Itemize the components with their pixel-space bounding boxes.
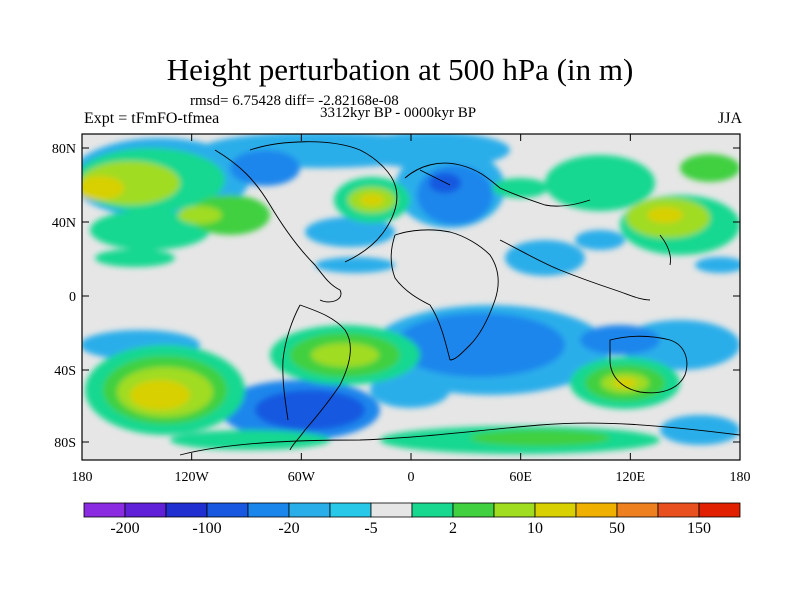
positive-anomaly-antarctic — [170, 426, 660, 454]
colorbar-swatch — [616, 502, 659, 518]
colorbar-label: 50 — [609, 520, 625, 537]
colorbar-swatch — [370, 502, 413, 518]
positive-anomaly-northwest-pacific — [82, 138, 270, 267]
colorbar-swatch — [493, 502, 536, 518]
africa-west-coast — [390, 234, 451, 361]
colorbar-label: 150 — [687, 520, 711, 537]
lat-tick-label: 40S — [54, 364, 76, 379]
latitude-ticks: 80N 40N 0 40S 80S — [52, 142, 740, 451]
colorbar-swatch — [329, 502, 372, 518]
europe-coast — [419, 169, 451, 186]
colorbar-label: -200 — [110, 520, 139, 537]
colorbar-swatch — [206, 502, 249, 518]
lat-tick-label: 40N — [52, 216, 76, 231]
negative-anomaly-southern-ocean — [82, 305, 740, 445]
colorbar-swatch — [83, 502, 126, 518]
positive-anomaly-north-atlantic — [334, 155, 655, 223]
antarctica-coast — [179, 422, 740, 456]
south-america-east-coast — [289, 304, 351, 451]
period-label: 3312kyr BP - 0000kyr BP — [320, 105, 477, 121]
field-contours — [82, 134, 740, 454]
lat-tick-label: 80S — [54, 436, 76, 451]
colorbar-swatch — [124, 502, 167, 518]
colorbar-label: -5 — [364, 520, 377, 537]
asia-south-coast — [499, 239, 651, 301]
lon-tick-label: 60E — [509, 470, 532, 485]
lat-tick-label: 80N — [52, 142, 76, 157]
colorbar-swatch — [411, 502, 454, 518]
lon-tick-label: 120E — [616, 470, 646, 485]
negative-anomaly-arctic — [200, 134, 510, 273]
north-america-east-coast — [249, 141, 398, 263]
positive-anomaly-south-atlantic — [270, 325, 420, 385]
colorbar-swatch — [288, 502, 331, 518]
lon-tick-label: 60W — [288, 470, 316, 485]
colorbar-label: 2 — [449, 520, 457, 537]
season-label: JJA — [717, 110, 742, 127]
north-america-coast — [214, 149, 342, 303]
coastlines — [179, 141, 740, 456]
lon-tick-label: 120W — [175, 470, 210, 485]
positive-anomaly-north-pacific-east — [505, 154, 740, 276]
colorbar-swatch — [575, 502, 618, 518]
colorbar-swatch — [698, 502, 741, 518]
south-america-west-coast — [282, 304, 301, 421]
colorbar-swatch — [534, 502, 577, 518]
experiment-label: Expt = tFmFO-tfmea — [84, 110, 220, 127]
africa-east-coast — [394, 229, 499, 361]
lat-tick-label: 0 — [69, 290, 76, 305]
lon-tick-label: 180 — [72, 470, 93, 485]
australia-coast — [609, 335, 688, 394]
colorbar-swatch — [657, 502, 700, 518]
positive-anomaly-south-indian — [570, 357, 680, 409]
colorbar-labels: -200 -100 -20 -5 2 10 50 150 — [110, 520, 711, 537]
eurasia-north-coast — [404, 162, 591, 207]
height-field — [82, 134, 740, 460]
lon-tick-label: 180 — [730, 470, 751, 485]
colorbar-label: 10 — [527, 520, 543, 537]
colorbar-label: -100 — [192, 520, 221, 537]
positive-anomaly-south-pacific — [85, 345, 245, 435]
map-title: Height perturbation at 500 hPa (in m) — [166, 52, 634, 87]
japan-coast — [659, 234, 671, 266]
longitude-ticks: 180 120W 60W 0 60E 120E 180 — [72, 134, 751, 485]
colorbar — [83, 502, 741, 518]
lon-tick-label: 0 — [408, 470, 415, 485]
colorbar-swatch — [165, 502, 208, 518]
colorbar-label: -20 — [278, 520, 299, 537]
colorbar-swatch — [247, 502, 290, 518]
colorbar-swatch — [452, 502, 495, 518]
stats-line: rmsd= 6.75428 diff= -2.82168e-08 — [190, 93, 399, 109]
